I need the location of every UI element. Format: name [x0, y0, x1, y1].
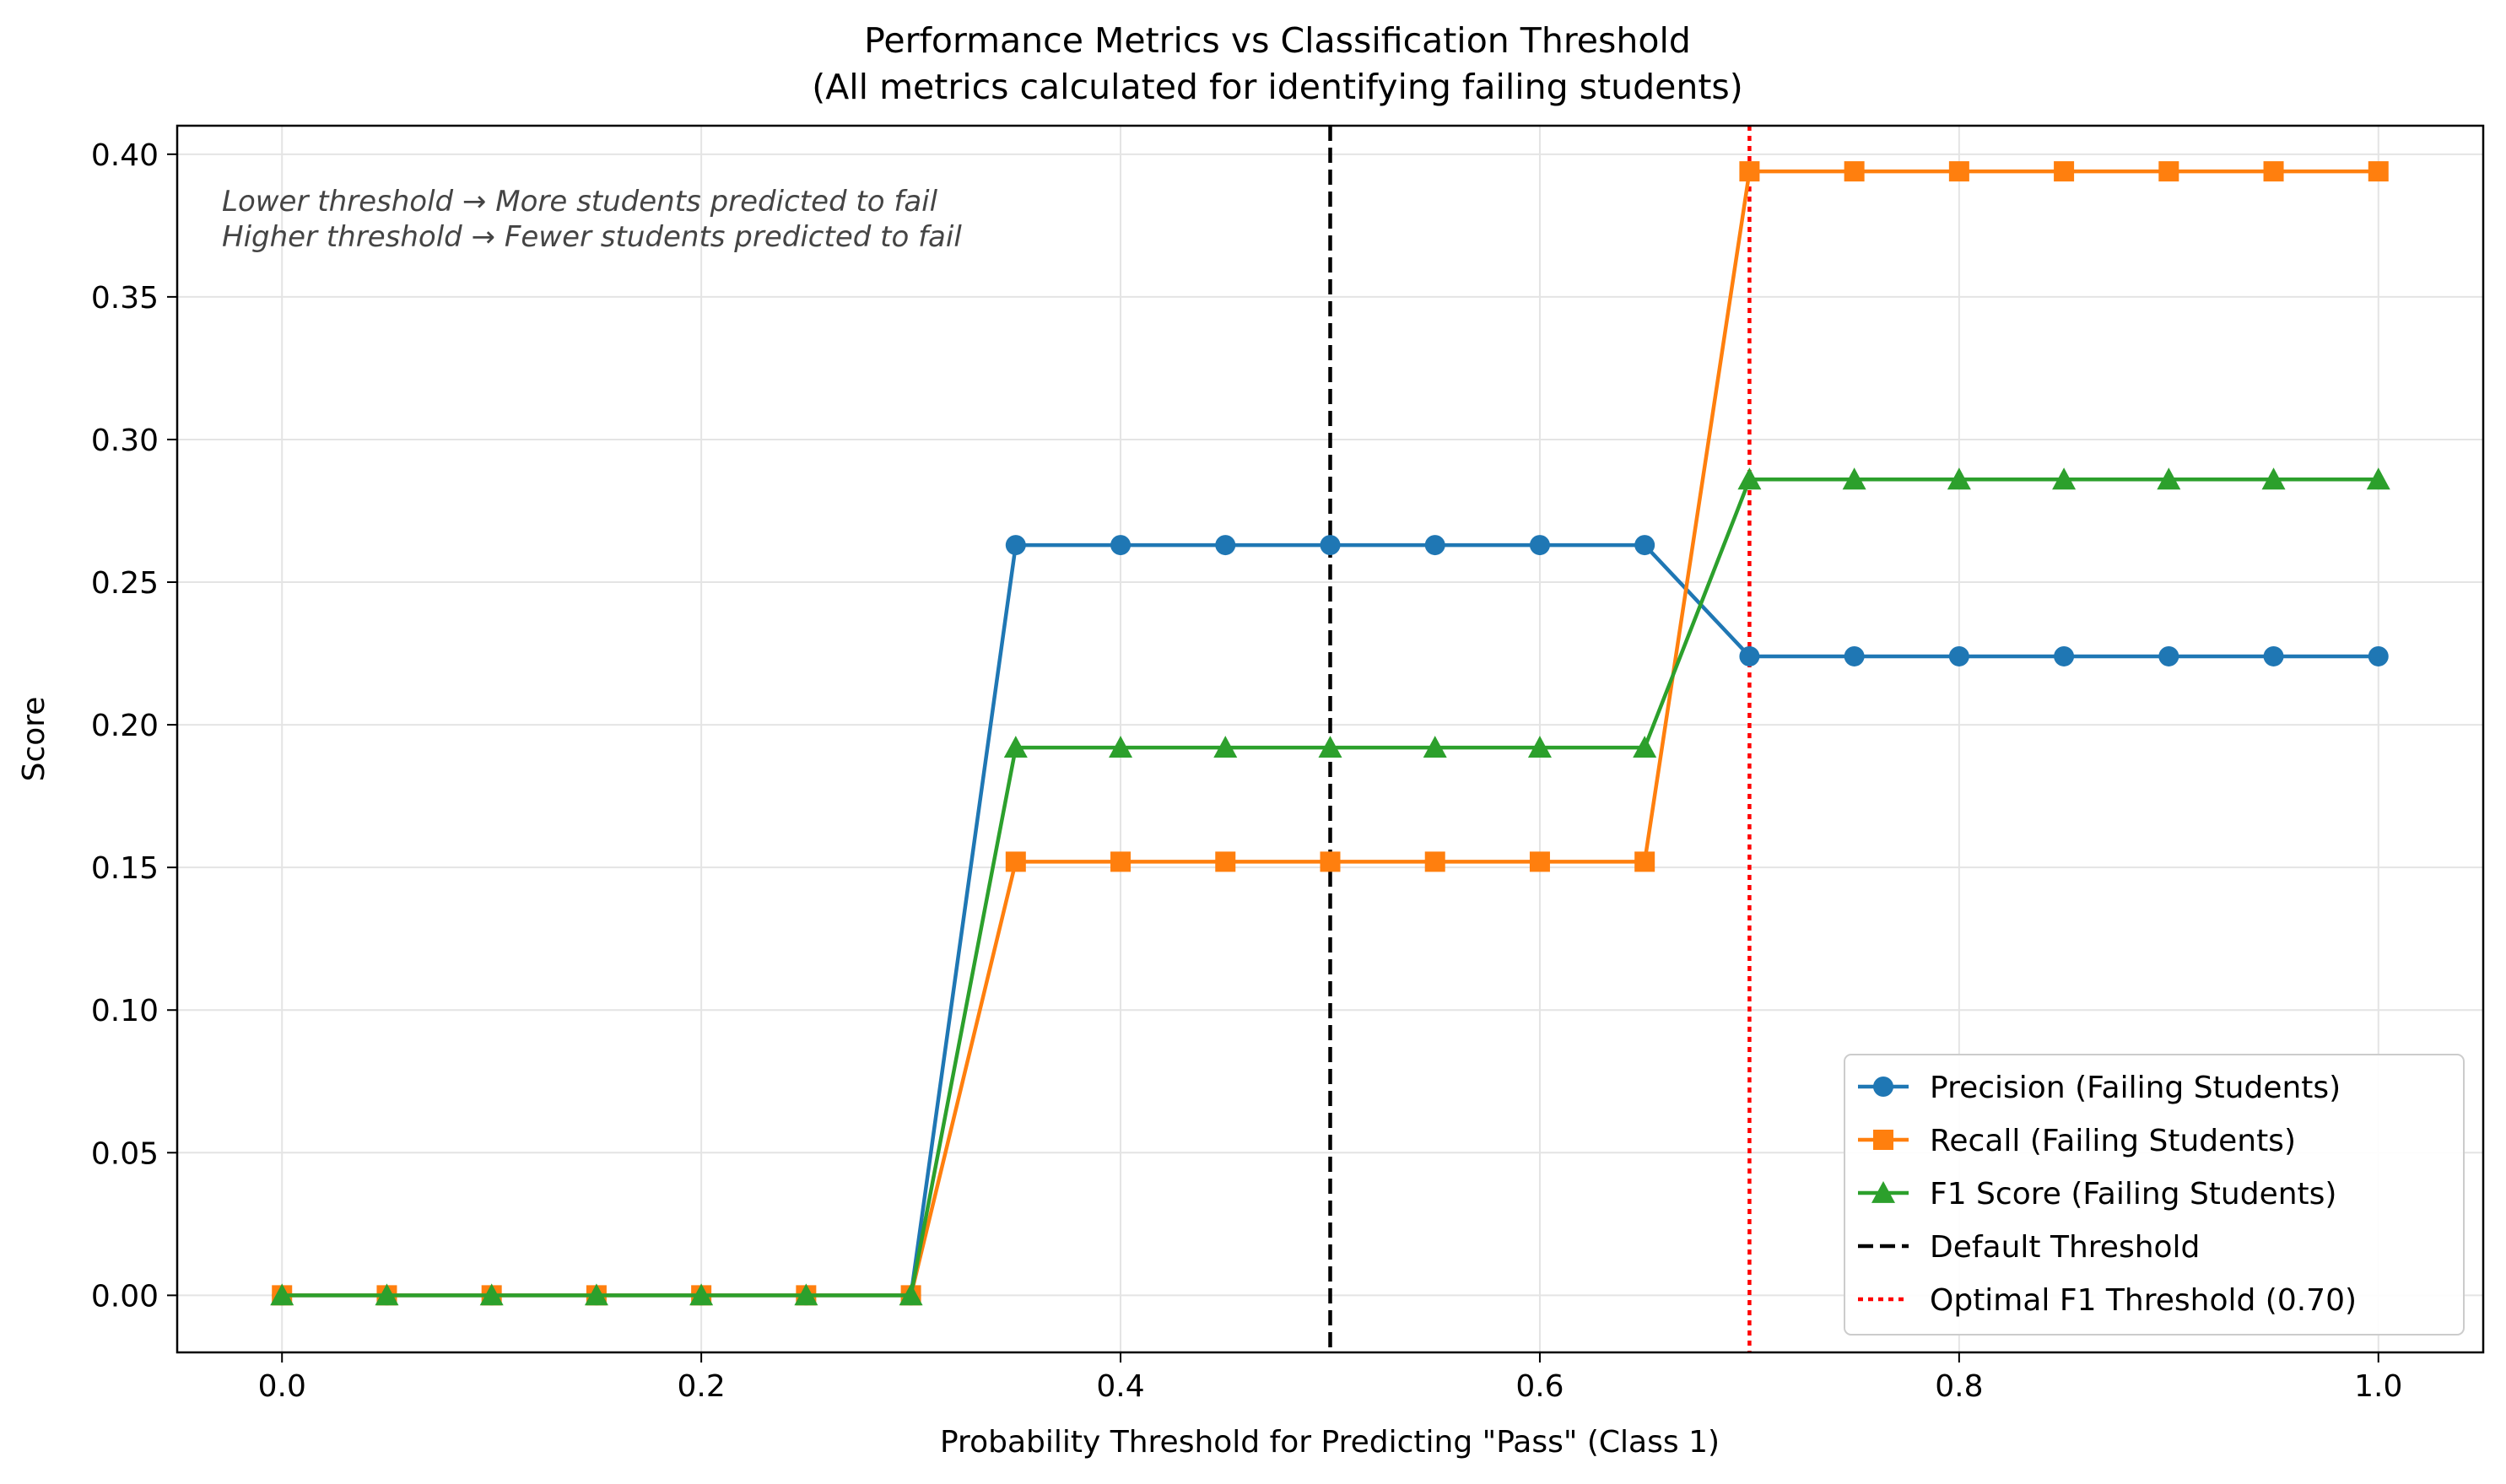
y-tick-label: 0.20 — [91, 709, 159, 743]
data-point — [1634, 851, 1655, 872]
x-tick-label: 0.6 — [1515, 1369, 1564, 1404]
x-axis-label: Probability Threshold for Predicting "Pa… — [940, 1425, 1720, 1460]
data-point — [1005, 851, 1026, 872]
x-tick-label: 0.2 — [678, 1369, 726, 1404]
y-tick-label: 0.15 — [91, 851, 159, 886]
data-point — [1424, 851, 1445, 872]
legend-marker — [1873, 1077, 1893, 1097]
data-point — [1110, 851, 1131, 872]
legend-label: Optimal F1 Threshold (0.70) — [1930, 1283, 2357, 1318]
data-point — [1424, 535, 1445, 556]
data-point — [1423, 736, 1447, 758]
data-point — [1739, 645, 1760, 666]
y-tick-label: 0.40 — [91, 138, 159, 173]
data-point — [270, 1283, 294, 1306]
data-point — [1215, 851, 1236, 872]
legend-item: Precision (Failing Students) — [1858, 1071, 2341, 1105]
data-point — [2054, 161, 2075, 182]
data-point — [1320, 535, 1341, 556]
legend-marker — [1873, 1130, 1893, 1150]
legend-box — [1844, 1054, 2465, 1336]
legend-marker — [1871, 1181, 1895, 1203]
data-point — [2368, 161, 2389, 182]
data-point — [2366, 467, 2390, 490]
series — [270, 161, 2390, 1306]
y-tick-label: 0.30 — [91, 424, 159, 458]
data-point — [1844, 161, 1865, 182]
data-point — [1527, 736, 1552, 758]
data-point — [2263, 161, 2284, 182]
plot-frame — [176, 124, 2485, 1354]
y-axis-ticks: 0.00 0.05 0.10 0.15 0.20 0.25 0.30 0.35 0.40 — [91, 138, 177, 1314]
y-tick-label: 0.05 — [91, 1136, 159, 1171]
legend-item: Optimal F1 Threshold (0.70) — [1858, 1283, 2357, 1318]
legend-item: Recall (Failing Students) — [1858, 1124, 2296, 1158]
series-f1 — [270, 467, 2390, 1306]
data-point — [2263, 645, 2284, 666]
data-point — [375, 1283, 399, 1306]
data-point — [1842, 467, 1866, 490]
data-point — [2157, 467, 2181, 490]
data-point — [1215, 535, 1236, 556]
legend-item: Default Threshold — [1858, 1230, 2200, 1265]
data-point — [1633, 736, 1657, 758]
x-tick-label: 0.4 — [1096, 1369, 1144, 1404]
x-tick-label: 0.8 — [1935, 1369, 1983, 1404]
legend-label: Precision (Failing Students) — [1930, 1071, 2341, 1105]
data-point — [1947, 467, 1971, 490]
data-point — [2368, 645, 2389, 666]
legend-item: F1 Score (Failing Students) — [1858, 1177, 2336, 1211]
data-point — [1110, 535, 1131, 556]
data-point — [1529, 851, 1550, 872]
data-point — [1213, 736, 1238, 758]
data-point — [1634, 535, 1655, 556]
data-point — [1948, 161, 1969, 182]
data-point — [794, 1283, 818, 1306]
data-point — [2054, 645, 2075, 666]
y-tick-label: 0.10 — [91, 994, 159, 1028]
data-point — [689, 1283, 714, 1306]
data-point — [1844, 645, 1865, 666]
x-axis-ticks: 0.0 0.2 0.4 0.6 0.8 1.0 — [258, 1352, 2402, 1404]
data-point — [1320, 851, 1341, 872]
data-point — [1948, 645, 1969, 666]
annotation-line-2: Higher threshold → Fewer students predic… — [222, 220, 962, 254]
chart-title: Performance Metrics vs Classification Th… — [864, 20, 1691, 61]
data-point — [1003, 736, 1028, 758]
data-point — [2052, 467, 2077, 490]
annotation-line-1: Lower threshold → More students predicte… — [222, 185, 938, 219]
legend-label: Default Threshold — [1930, 1230, 2200, 1265]
x-tick-label: 1.0 — [2354, 1369, 2402, 1404]
data-point — [1739, 161, 1760, 182]
x-tick-label: 0.0 — [258, 1369, 306, 1404]
data-point — [2158, 161, 2179, 182]
reference-lines — [1328, 126, 1752, 1352]
legend-label: F1 Score (Failing Students) — [1930, 1177, 2336, 1211]
data-point — [1737, 467, 1762, 490]
data-point — [1318, 736, 1342, 758]
data-point — [2158, 645, 2179, 666]
data-point — [899, 1283, 923, 1306]
y-tick-label: 0.00 — [91, 1279, 159, 1314]
chart-subtitle: (All metrics calculated for identifying … — [812, 67, 1743, 107]
data-point — [1529, 535, 1550, 556]
y-tick-label: 0.25 — [91, 566, 159, 601]
data-point — [584, 1283, 608, 1306]
y-axis-label: Score — [17, 697, 51, 782]
data-point — [2261, 467, 2286, 490]
legend-label: Recall (Failing Students) — [1930, 1124, 2296, 1158]
legend: Precision (Failing Students) Recall (Fail… — [1844, 1054, 2465, 1336]
data-point — [479, 1283, 504, 1306]
data-point — [1005, 535, 1026, 556]
y-tick-label: 0.35 — [91, 281, 159, 316]
data-point — [1109, 736, 1133, 758]
